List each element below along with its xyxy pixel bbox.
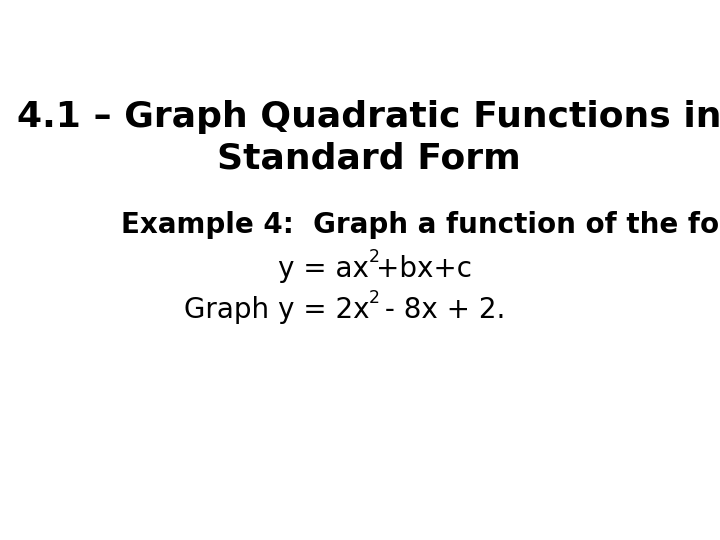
Text: +bx+c: +bx+c (377, 254, 472, 282)
Text: Example 4:  Graph a function of the form: Example 4: Graph a function of the form (121, 211, 720, 239)
Text: Standard Form: Standard Form (217, 141, 521, 176)
Text: 4.1 – Graph Quadratic Functions in: 4.1 – Graph Quadratic Functions in (17, 100, 720, 134)
Text: y = ax: y = ax (278, 254, 369, 282)
Text: - 8x + 2.: - 8x + 2. (377, 296, 505, 324)
Text: 2: 2 (369, 289, 380, 307)
Text: 2: 2 (369, 248, 380, 266)
Text: Graph y = 2x: Graph y = 2x (184, 296, 369, 324)
